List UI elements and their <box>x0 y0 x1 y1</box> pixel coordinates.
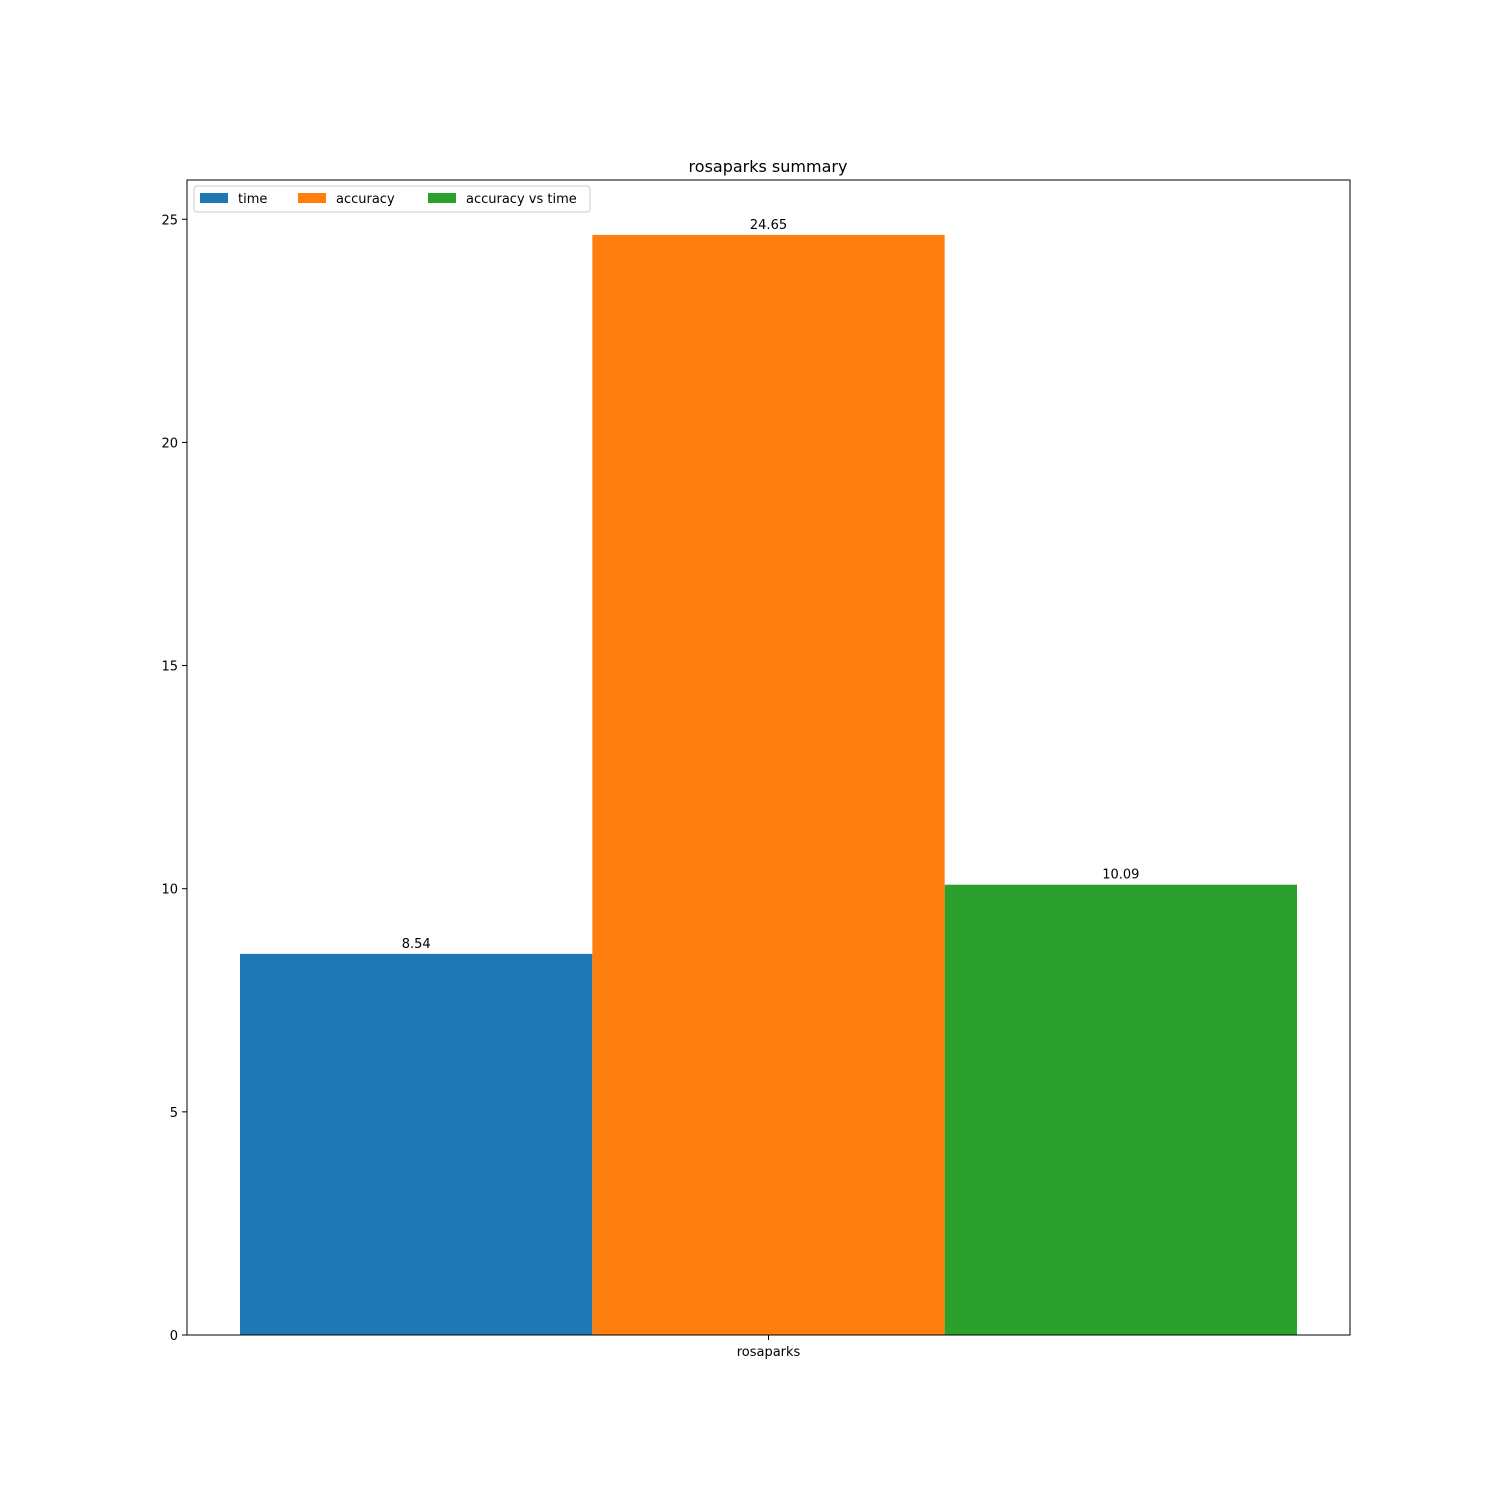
y-tick-label: 0 <box>170 1329 178 1344</box>
y-tick-label: 25 <box>161 213 178 228</box>
x-tick-label: rosaparks <box>737 1345 801 1360</box>
legend-label-accuracy-vs-time: accuracy vs time <box>466 192 577 207</box>
y-tick-label: 15 <box>161 660 178 675</box>
y-tick-label: 5 <box>170 1106 178 1121</box>
bars-layer <box>240 234 1297 1335</box>
plot-frame <box>186 179 1351 1336</box>
legend-swatch-accuracy-vs-time <box>428 193 456 203</box>
x-axis: rosaparks <box>737 1335 801 1360</box>
chart-title: rosaparks summary <box>689 157 848 176</box>
y-tick-label: 20 <box>161 436 178 451</box>
legend-label-time: time <box>238 192 267 207</box>
data-label-accuracy-vs-time: 10.09 <box>1102 868 1139 883</box>
legend-swatch-accuracy <box>298 193 326 203</box>
y-tick-label: 10 <box>161 883 178 898</box>
data-label-accuracy: 24.65 <box>750 218 787 233</box>
data-labels-layer: 8.54 24.65 10.09 <box>402 218 1140 952</box>
y-axis: 0 5 10 15 20 25 <box>161 213 187 1344</box>
legend-label-accuracy: accuracy <box>336 192 395 207</box>
legend: time accuracy accuracy vs time <box>193 185 591 213</box>
legend-box <box>193 185 591 213</box>
bar-accuracy <box>592 234 945 1335</box>
bar-time <box>240 953 593 1335</box>
data-label-time: 8.54 <box>402 937 431 952</box>
bar-accuracy-vs-time <box>944 884 1297 1335</box>
legend-swatch-time <box>200 193 228 203</box>
